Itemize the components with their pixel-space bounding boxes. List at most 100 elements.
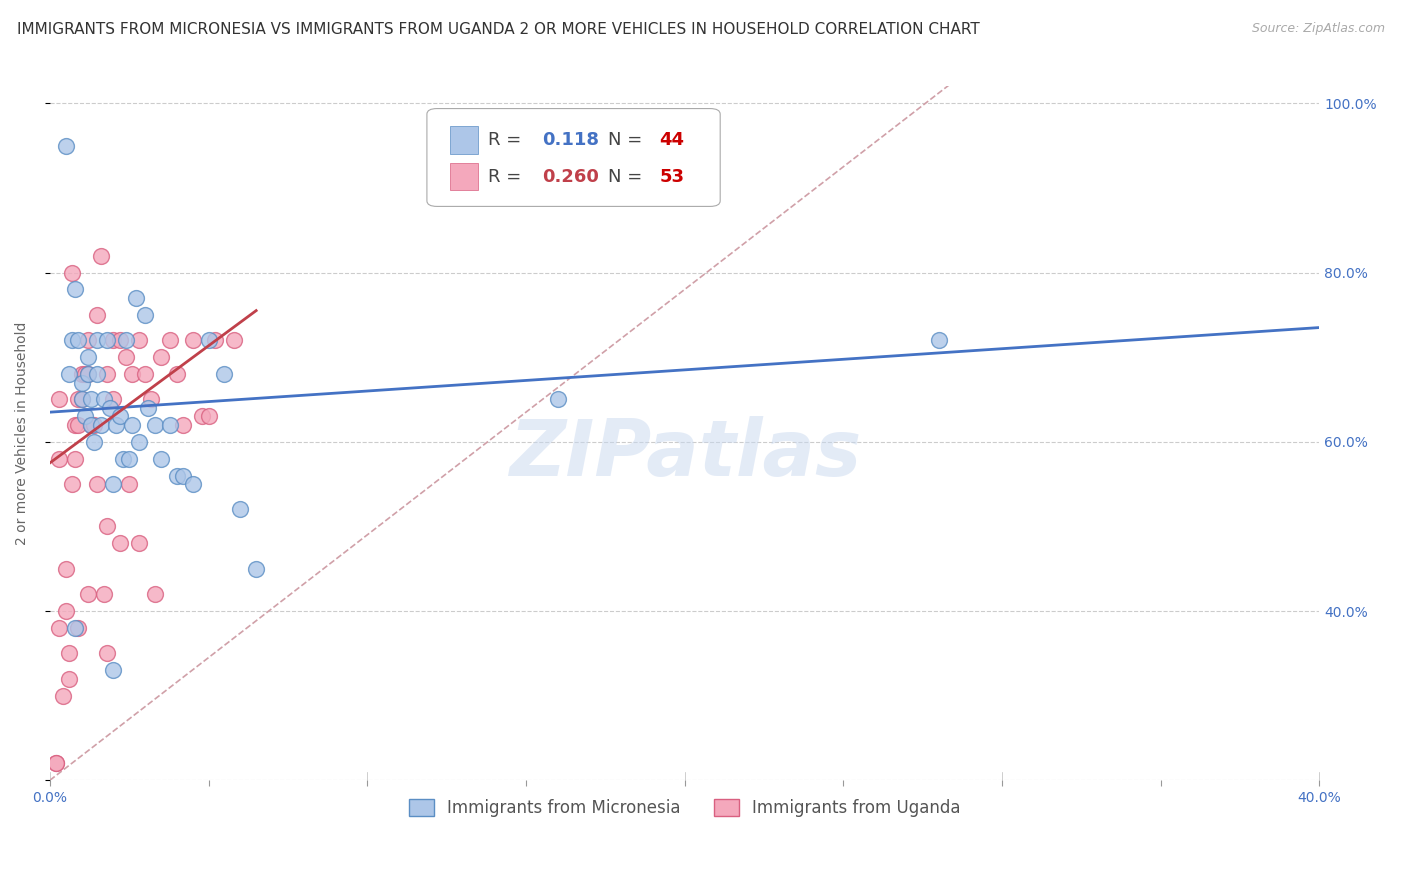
Point	[105, 417, 128, 432]
Point	[222, 333, 245, 347]
Point	[86, 367, 108, 381]
Point	[58, 646, 80, 660]
FancyBboxPatch shape	[427, 109, 720, 206]
Point	[70, 392, 93, 407]
Point	[103, 663, 125, 677]
Point	[149, 451, 172, 466]
Point	[96, 367, 118, 381]
Point	[60, 333, 83, 347]
Point	[83, 417, 105, 432]
Point	[65, 417, 87, 432]
Point	[60, 477, 83, 491]
Text: N =: N =	[609, 131, 643, 149]
Point	[103, 477, 125, 491]
Point	[70, 392, 93, 407]
Text: 44: 44	[659, 131, 685, 149]
Point	[65, 621, 87, 635]
Point	[73, 409, 96, 424]
Text: 0.118: 0.118	[543, 131, 599, 149]
Point	[181, 333, 204, 347]
Point	[159, 417, 181, 432]
Point	[70, 367, 93, 381]
Point	[103, 392, 125, 407]
Point	[65, 451, 87, 466]
Legend: Immigrants from Micronesia, Immigrants from Uganda: Immigrants from Micronesia, Immigrants f…	[402, 792, 967, 824]
Point	[65, 283, 87, 297]
Point	[128, 333, 150, 347]
Point	[166, 468, 188, 483]
Point	[149, 350, 172, 364]
Point	[55, 604, 77, 618]
Point	[111, 451, 134, 466]
Text: R =: R =	[488, 168, 522, 186]
Point	[143, 587, 166, 601]
Point	[245, 562, 267, 576]
Point	[115, 333, 138, 347]
Point	[77, 350, 100, 364]
Point	[128, 434, 150, 449]
Point	[121, 417, 143, 432]
Point	[118, 477, 141, 491]
Point	[67, 417, 90, 432]
Point	[115, 350, 138, 364]
Point	[55, 562, 77, 576]
Text: ZIPatlas: ZIPatlas	[509, 417, 860, 492]
Point	[77, 587, 100, 601]
Point	[73, 367, 96, 381]
Point	[48, 392, 70, 407]
Point	[93, 392, 115, 407]
Point	[45, 756, 67, 771]
Point	[547, 392, 569, 407]
Point	[96, 519, 118, 533]
Point	[48, 451, 70, 466]
Text: R =: R =	[488, 131, 522, 149]
Point	[77, 367, 100, 381]
Y-axis label: 2 or more Vehicles in Household: 2 or more Vehicles in Household	[15, 322, 30, 545]
Text: IMMIGRANTS FROM MICRONESIA VS IMMIGRANTS FROM UGANDA 2 OR MORE VEHICLES IN HOUSE: IMMIGRANTS FROM MICRONESIA VS IMMIGRANTS…	[17, 22, 980, 37]
Text: 0.260: 0.260	[543, 168, 599, 186]
Point	[108, 409, 131, 424]
Point	[67, 392, 90, 407]
Point	[229, 502, 252, 516]
Bar	[450, 126, 478, 153]
Point	[166, 367, 188, 381]
Point	[96, 646, 118, 660]
Point	[80, 417, 103, 432]
Point	[121, 367, 143, 381]
Point	[67, 333, 90, 347]
Point	[58, 367, 80, 381]
Point	[118, 451, 141, 466]
Point	[172, 468, 194, 483]
Point	[93, 587, 115, 601]
Point	[86, 333, 108, 347]
Point	[45, 756, 67, 771]
Point	[214, 367, 236, 381]
Text: 53: 53	[659, 168, 685, 186]
Point	[70, 376, 93, 390]
Point	[55, 138, 77, 153]
Point	[143, 417, 166, 432]
Point	[67, 621, 90, 635]
Point	[77, 367, 100, 381]
Point	[103, 333, 125, 347]
Point	[96, 333, 118, 347]
Point	[108, 536, 131, 550]
Point	[48, 621, 70, 635]
Point	[204, 333, 226, 347]
Bar	[450, 162, 478, 191]
Point	[141, 392, 163, 407]
Point	[51, 689, 73, 703]
Point	[172, 417, 194, 432]
Point	[136, 401, 159, 415]
Text: N =: N =	[609, 168, 643, 186]
Point	[124, 291, 146, 305]
Point	[108, 333, 131, 347]
Point	[83, 434, 105, 449]
Point	[134, 367, 156, 381]
Point	[80, 417, 103, 432]
Point	[928, 333, 950, 347]
Point	[159, 333, 181, 347]
Point	[90, 417, 112, 432]
Text: Source: ZipAtlas.com: Source: ZipAtlas.com	[1251, 22, 1385, 36]
Point	[128, 536, 150, 550]
